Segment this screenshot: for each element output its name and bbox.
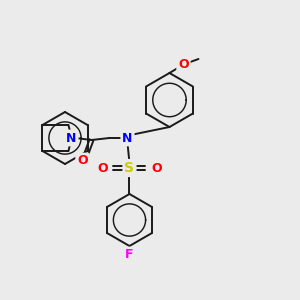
Text: O: O [151,161,162,175]
Text: F: F [125,248,134,262]
Text: S: S [124,161,134,175]
Text: O: O [77,154,88,167]
Text: O: O [178,58,189,71]
Text: N: N [66,131,77,145]
Text: O: O [97,161,108,175]
Text: N: N [122,131,133,145]
